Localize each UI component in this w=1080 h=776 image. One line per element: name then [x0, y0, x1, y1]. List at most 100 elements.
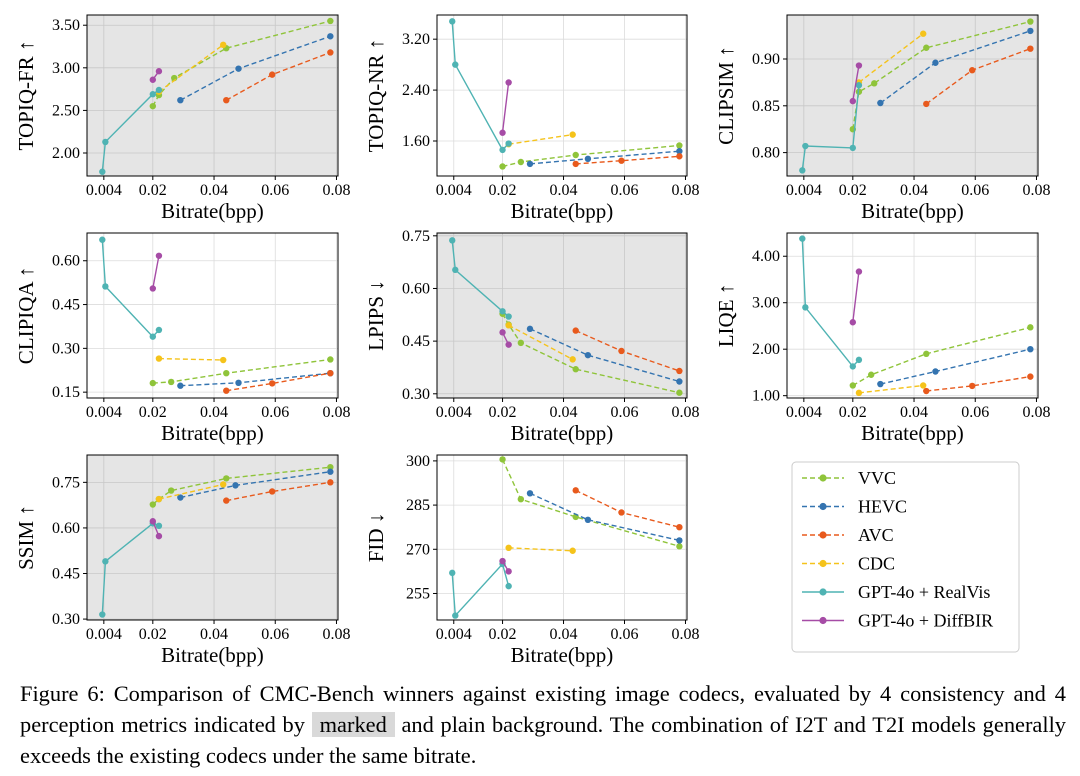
- data-point-gpt-4o-realvis: [799, 167, 806, 174]
- data-point-hevc: [526, 160, 534, 168]
- plot-background: [87, 455, 338, 620]
- legend-label-cdc: CDC: [858, 554, 895, 574]
- data-point-cdc: [569, 547, 576, 554]
- plot-background: [87, 233, 338, 398]
- data-point-avc: [1027, 45, 1034, 52]
- x-tick-label: 0.04: [550, 404, 578, 421]
- series-line-cdc: [508, 547, 573, 552]
- data-point-hevc: [584, 155, 592, 163]
- legend-item-avc: AVC: [802, 525, 894, 545]
- data-point-vvc: [149, 379, 157, 387]
- data-point-gpt-4o-realvis: [155, 326, 163, 334]
- series-line-cdc: [158, 357, 224, 361]
- y-tick-label: 0.45: [52, 297, 80, 314]
- legend-marker-gpt-4o-realvis: [819, 588, 827, 596]
- data-point-gpt-4o-realvis: [505, 582, 512, 590]
- legend-frame: [791, 461, 1020, 653]
- x-tick-label: 0.08: [1022, 404, 1050, 421]
- data-point-gpt-4o-realvis: [799, 235, 806, 242]
- plot-background: [787, 233, 1038, 398]
- data-point-gpt-4o-realvis: [449, 569, 456, 577]
- x-axis-label: Bitrate(bpp): [511, 643, 614, 667]
- data-point-avc: [572, 487, 579, 494]
- x-tick-label: 0.02: [139, 182, 167, 199]
- y-axis-label: FID ↓: [364, 513, 388, 563]
- data-point-avc: [327, 49, 334, 56]
- legend-marker-avc: [819, 531, 827, 539]
- y-tick-label: 1.60: [402, 133, 430, 150]
- y-tick-label: 1.00: [752, 388, 780, 405]
- data-point-hevc: [235, 379, 242, 387]
- x-tick-label: 0.08: [322, 404, 350, 421]
- data-point-cdc: [920, 30, 927, 37]
- y-axis-label: TOPIQ-FR ↑: [14, 41, 38, 151]
- data-point-cdc: [220, 481, 227, 488]
- x-tick-label: 0.004: [786, 404, 822, 421]
- series-line-cdc: [508, 133, 573, 145]
- y-tick-label: 2.00: [52, 145, 80, 162]
- series-line-cdc: [858, 33, 924, 83]
- chart-topiq-fr: 0.004 0.02 0.04 0.06 0.08 2.00 2.50 3.00 3.50 Bit…: [14, 14, 350, 223]
- x-tick-label: 0.04: [900, 404, 928, 421]
- data-point-gpt-4o-realvis: [155, 522, 163, 530]
- data-point-cdc: [155, 495, 163, 503]
- x-tick-label: 0.004: [86, 404, 122, 421]
- data-point-hevc: [327, 468, 334, 475]
- series-line-gpt-4o-diffbir: [152, 255, 160, 289]
- data-point-vvc: [327, 17, 334, 25]
- y-tick-label: 4.00: [752, 248, 780, 265]
- y-tick-label: 255: [406, 585, 430, 602]
- y-tick-label: 3.50: [52, 17, 80, 34]
- series-line-vvc: [152, 466, 331, 506]
- data-point-vvc: [499, 456, 506, 463]
- data-point-gpt-4o-realvis: [102, 138, 109, 146]
- data-point-vvc: [499, 163, 506, 170]
- y-axis-label: CLIPIQA ↑: [14, 267, 38, 364]
- data-point-gpt-4o-diffbir: [505, 79, 512, 86]
- plot-frame: [436, 454, 688, 621]
- y-tick-label: 300: [406, 453, 430, 470]
- y-tick-label: 0.60: [402, 280, 430, 297]
- x-tick-label: 0.06: [611, 404, 639, 421]
- data-point-avc: [968, 67, 976, 74]
- data-point-gpt-4o-realvis: [505, 313, 512, 320]
- data-point-gpt-4o-diffbir: [849, 319, 857, 326]
- data-point-vvc: [923, 350, 930, 358]
- data-point-avc: [923, 387, 930, 395]
- data-point-vvc: [149, 102, 157, 110]
- y-tick-label: 2.40: [402, 82, 430, 99]
- y-tick-label: 0.80: [752, 145, 780, 162]
- x-tick-label: 0.004: [86, 182, 122, 199]
- data-point-cdc: [155, 355, 163, 362]
- data-point-gpt-4o-diffbir: [855, 268, 863, 275]
- data-point-avc: [1027, 373, 1034, 380]
- chart-topiq-nr: 0.004 0.02 0.04 0.06 0.08 1.60 2.40 3.20 Bitrate…: [364, 14, 699, 223]
- data-point-vvc: [676, 142, 683, 149]
- data-point-avc: [327, 479, 334, 486]
- data-point-hevc: [232, 482, 239, 489]
- series-line-vvc: [152, 358, 331, 384]
- data-point-avc: [268, 71, 276, 78]
- data-point-gpt-4o-diffbir: [505, 341, 512, 348]
- x-tick-label: 0.06: [611, 626, 639, 643]
- data-point-cdc: [569, 131, 576, 138]
- chart-clipiqa: 0.004 0.02 0.04 0.06 0.08 0.15 0.30 0.45 0.60 Bit…: [14, 232, 350, 445]
- data-point-gpt-4o-diffbir: [155, 532, 163, 540]
- data-point-vvc: [223, 369, 230, 377]
- series-line-gpt-4o-realvis: [101, 89, 160, 172]
- x-tick-label: 0.04: [200, 626, 228, 643]
- data-point-vvc: [849, 382, 857, 389]
- plot-frame: [86, 232, 339, 399]
- data-point-gpt-4o-realvis: [102, 283, 109, 290]
- plot-background: [437, 455, 687, 620]
- plot-frame: [786, 232, 1039, 399]
- data-point-gpt-4o-realvis: [149, 91, 157, 98]
- data-point-gpt-4o-realvis: [452, 266, 459, 274]
- data-point-hevc: [877, 99, 884, 107]
- data-point-gpt-4o-realvis: [99, 236, 106, 243]
- data-point-vvc: [223, 475, 230, 482]
- legend-marker-cdc: [819, 559, 827, 568]
- x-tick-label: 0.08: [322, 182, 350, 199]
- chart-liqe: 0.004 0.02 0.04 0.06 0.08 1.00 2.00 3.00 4.00 Bit…: [714, 232, 1050, 445]
- legend-label-gpt-4o-realvis: GPT-4o + RealVis: [858, 582, 990, 602]
